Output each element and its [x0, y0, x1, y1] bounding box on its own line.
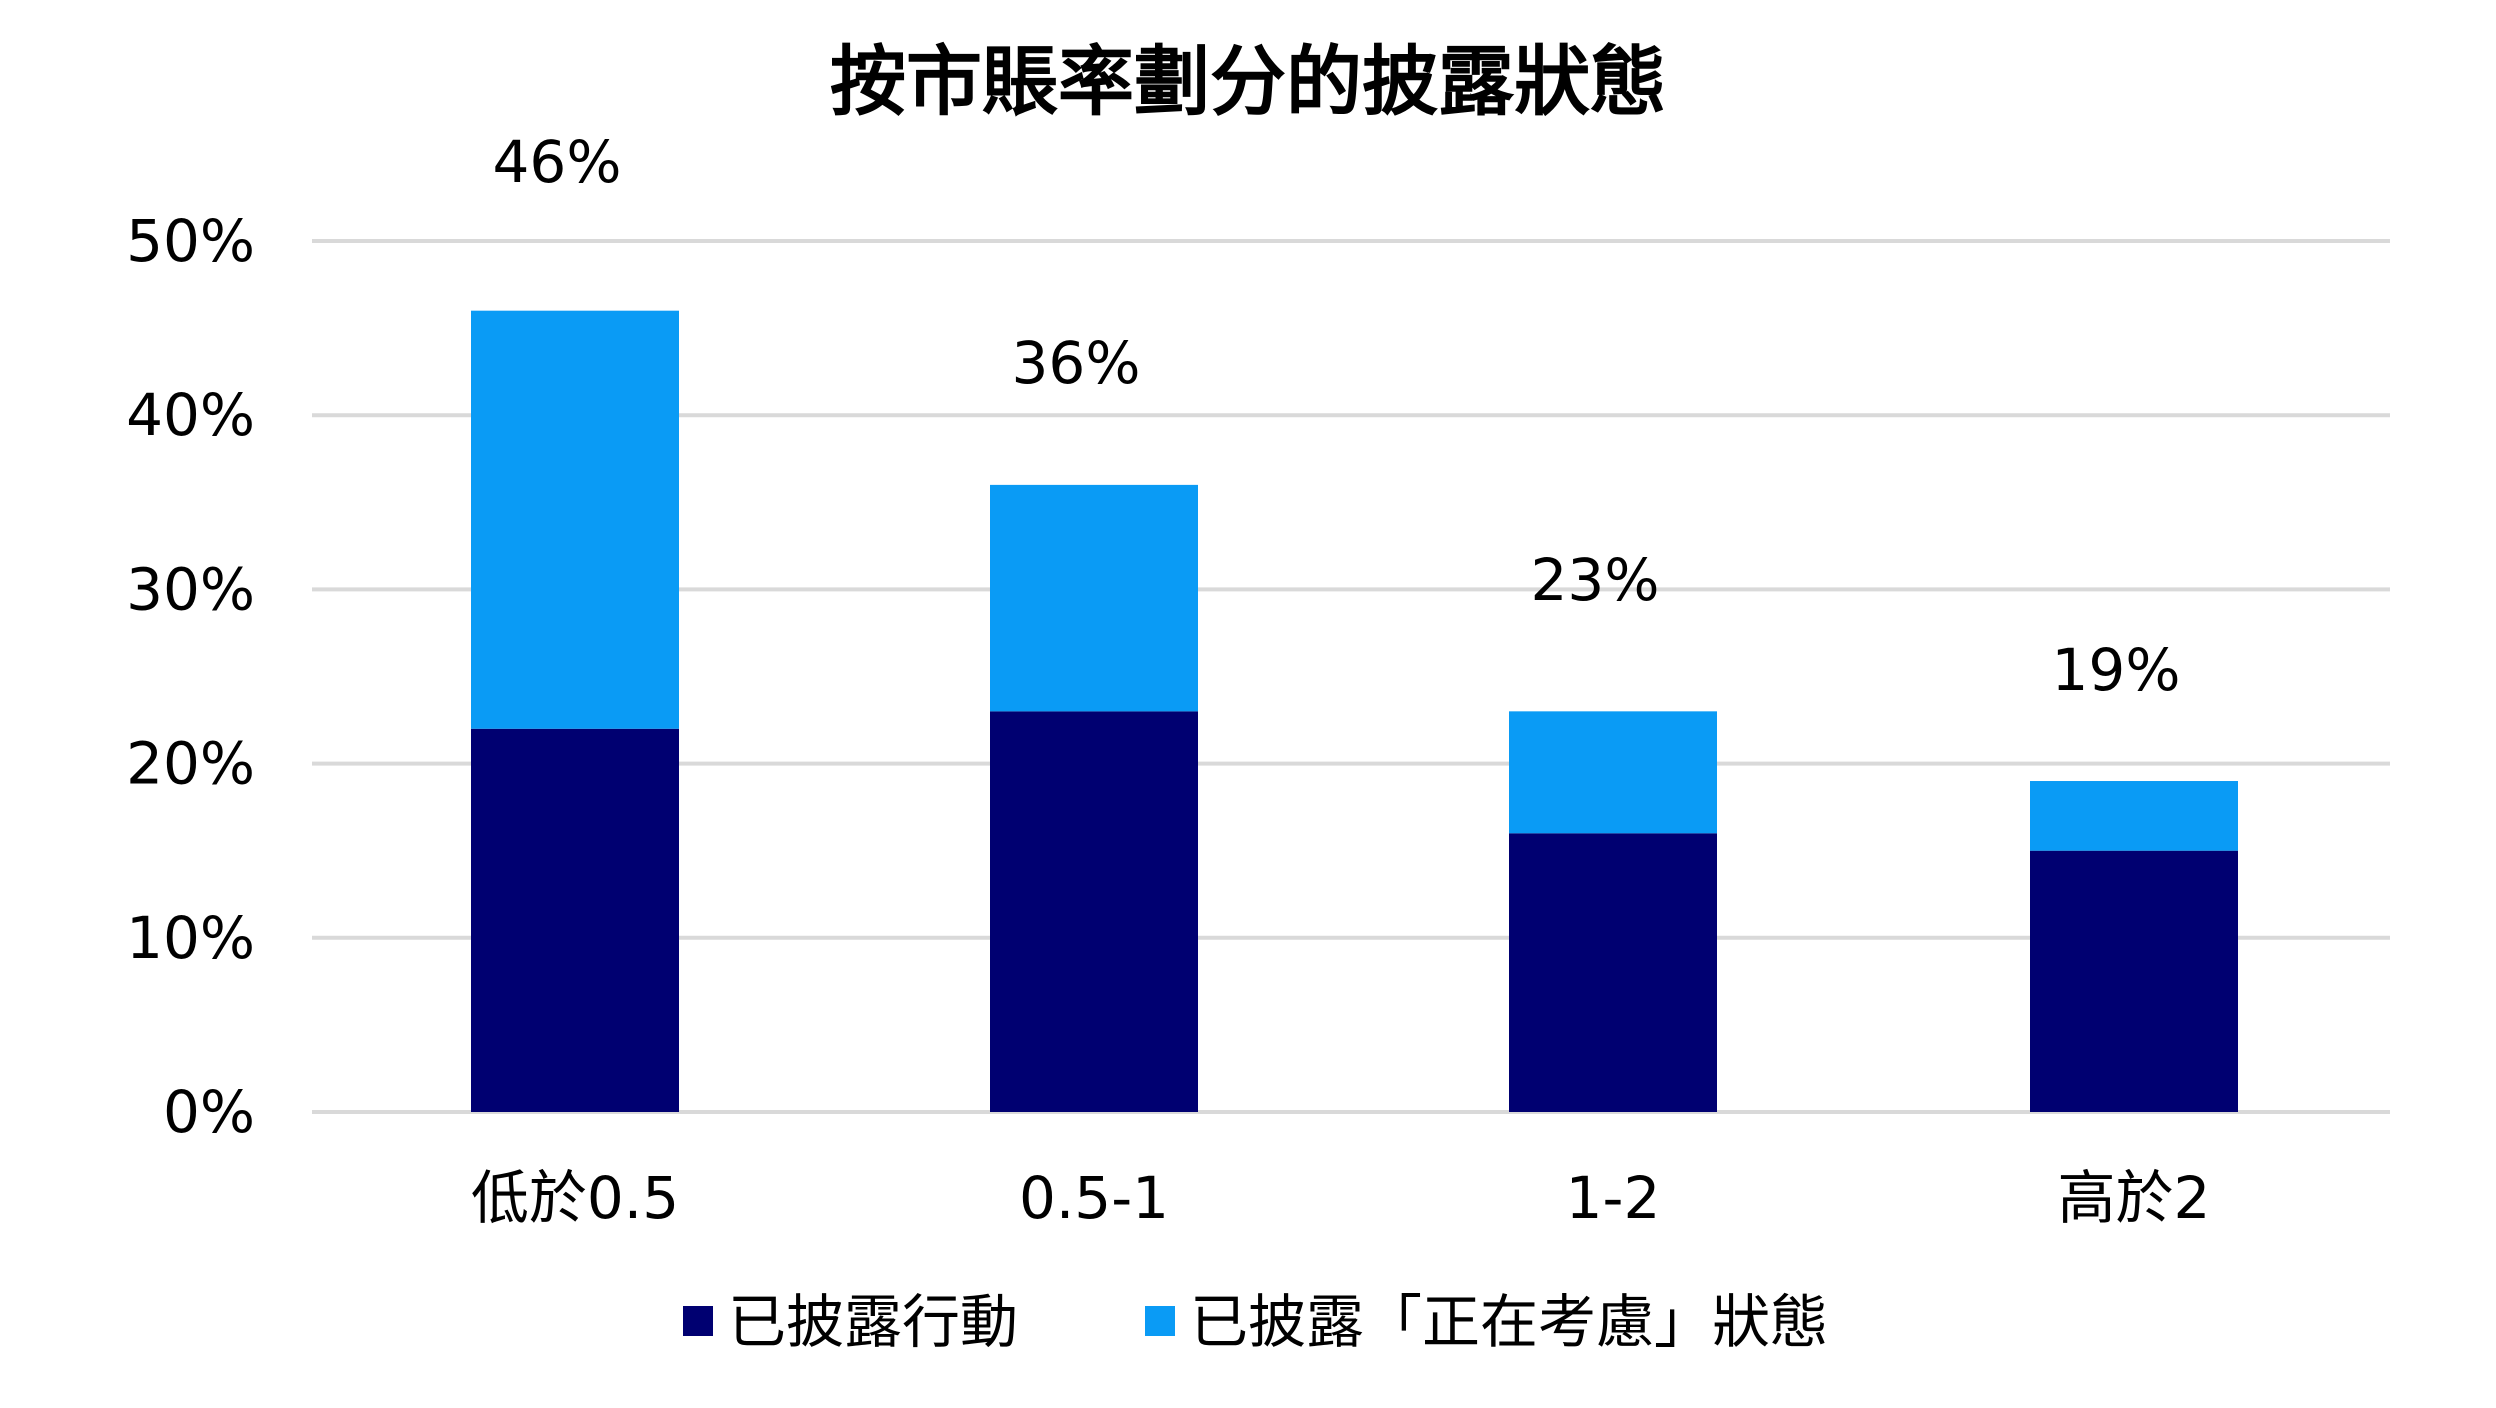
total-labels: 46% 36% 23% 19%: [493, 128, 2181, 704]
bar-total-label: 23%: [1531, 546, 1660, 614]
bars: [471, 310, 2238, 1112]
bar-total-label: 46%: [493, 128, 622, 196]
y-tick-label: 10%: [126, 904, 255, 972]
bar-segment-disclosed-action: [471, 728, 679, 1112]
bar-total-label: 19%: [2052, 636, 2181, 704]
x-tick-label: 低於0.5: [471, 1164, 679, 1232]
bar-total-label: 36%: [1012, 329, 1141, 397]
x-tick-label: 1-2: [1566, 1164, 1661, 1232]
y-tick-label: 40%: [126, 381, 255, 449]
y-tick-label: 30%: [126, 555, 255, 623]
bar-segment-disclosed-action: [2030, 850, 2238, 1112]
legend-label: 已披露「正在考慮」狀態: [1190, 1288, 1828, 1356]
x-tick-label: 0.5-1: [1019, 1164, 1169, 1232]
bar-segment-considering: [1509, 711, 1717, 834]
y-axis-ticks: 0% 10% 20% 30% 40% 50%: [126, 207, 255, 1146]
legend: 已披露行動 已披露「正在考慮」狀態: [683, 1288, 1828, 1356]
bar-segment-disclosed-action: [1509, 833, 1717, 1112]
legend-swatch: [683, 1306, 713, 1336]
bar-segment-considering: [2030, 781, 2238, 851]
legend-label: 已披露行動: [728, 1288, 1018, 1356]
y-tick-label: 50%: [126, 207, 255, 275]
bar-segment-disclosed-action: [990, 711, 1198, 1112]
bar-segment-considering: [471, 310, 679, 729]
x-axis-labels: 低於0.5 0.5-1 1-2 高於2: [471, 1164, 2211, 1232]
y-tick-label: 0%: [163, 1078, 255, 1146]
x-tick-label: 高於2: [2058, 1164, 2211, 1232]
y-tick-label: 20%: [126, 730, 255, 798]
bar-segment-considering: [990, 484, 1198, 712]
legend-swatch: [1145, 1306, 1175, 1336]
chart-title: 按市賬率劃分的披露狀態: [830, 37, 1666, 126]
